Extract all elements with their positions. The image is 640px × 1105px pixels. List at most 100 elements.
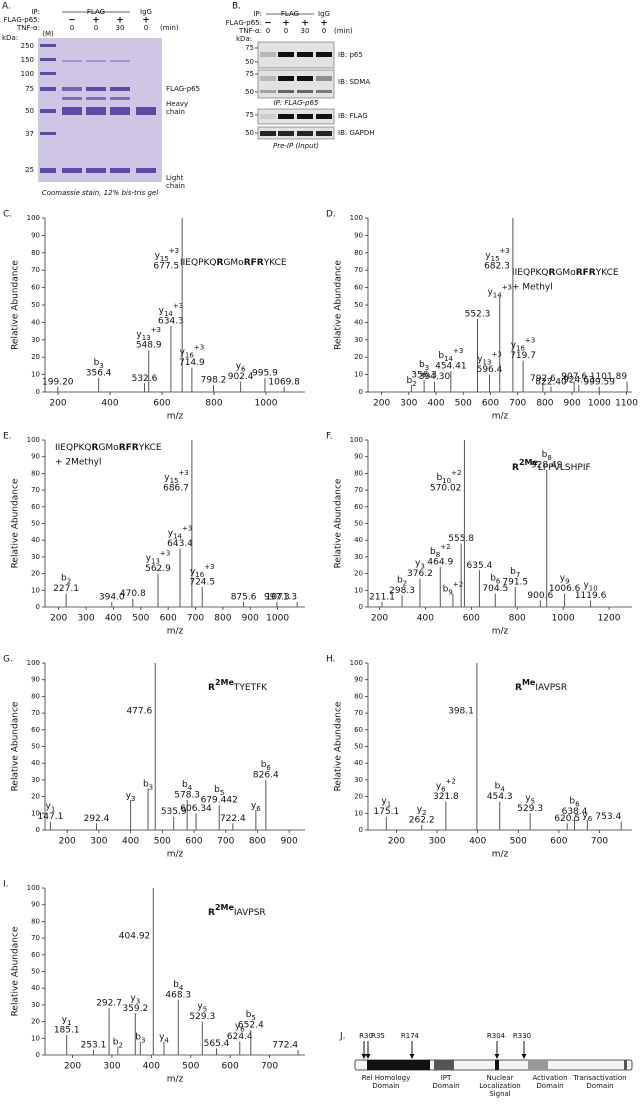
label: Coomassie stain, 12% bis-tris gel [42,189,158,197]
ion-sub: 14 [444,355,453,363]
ion-sub: 16 [185,352,194,360]
peak-ion-label: b3 [94,358,104,371]
x-tick-label: 400 [417,614,434,624]
blot-band [316,52,332,57]
y-tick-label: 40 [31,759,40,767]
label: 150 [21,56,34,64]
peak-ion-label: b2 [397,575,407,588]
sequence-part: R [217,258,224,268]
label: Signal [489,1090,511,1098]
ion-sub: 8 [436,551,440,559]
ion: y [146,553,152,563]
peak-ion-label: b6 [261,759,272,772]
label: Nuclear [487,1074,514,1082]
sequence-part: R [549,268,556,278]
x-tick-label: 300 [90,837,107,847]
blot-band [278,131,294,136]
peak-mz-label: 292.7 [96,999,122,1009]
label: chain [166,108,185,116]
label: IP: [31,8,40,16]
peak-ion-label: y3 [415,558,425,571]
x-axis-label: m/z [167,1075,184,1085]
y-tick-label: 30 [31,336,40,344]
label: Domain [536,1082,563,1090]
x-tick-label: 1100 [615,399,638,409]
sequence-part: 2Me [215,903,235,912]
ion: b [490,573,496,583]
y-tick-label: 40 [31,318,40,326]
label: FLAG-p65: [226,19,262,27]
ion-sub: 6 [240,1026,245,1034]
blot-band [260,131,276,136]
ion: b [419,359,425,369]
ion-sup: +2 [440,543,450,551]
peak-mz-label: 704.5 [482,584,508,594]
y-tick-label: 100 [27,436,40,444]
ion: y [62,1014,68,1024]
ion-sub: 6 [441,786,446,794]
ion-sup: +3 [500,247,510,255]
ion-sub: 13 [151,558,160,566]
ion: b [443,584,449,594]
peak-ion-label: y6 [582,810,592,823]
y-tick-label: 60 [354,284,363,292]
peak-mz-label: 565.4 [204,1039,230,1049]
ion-sub: 3 [420,563,424,571]
ion: y [236,361,242,371]
ion: y [130,993,136,1003]
label: I. [3,880,9,890]
ion-sup: +3 [491,351,501,359]
y-tick-label: 10 [354,809,363,817]
ion: y [251,800,257,810]
ion-sup: +3 [160,550,170,558]
x-tick-label: 1000 [266,614,289,624]
y-tick-label: 80 [31,692,40,700]
y-tick-label: 0 [359,388,363,396]
ion-sub: 2 [422,809,426,817]
y-axis-label: Relative Abundance [334,260,344,350]
x-tick-label: 300 [428,837,445,847]
ion-sub: 2 [412,380,416,388]
y-axis-label: Relative Abundance [11,260,21,350]
label: Domain [586,1082,613,1090]
label: J. [339,1032,346,1042]
y-tick-label: 50 [31,520,40,528]
y-tick-label: 90 [31,231,40,239]
peak-ion-label: y1 [46,801,56,814]
label: + [116,16,124,26]
x-tick-label: 400 [427,399,444,409]
peak-mz-label: 394.0 [99,592,125,602]
ion-sub: 6 [575,801,580,809]
ion-sup: +3 [182,525,192,533]
sequence-part: IIEQPKQ [55,443,92,453]
y-tick-label: 70 [354,266,363,274]
ion: y [197,1001,203,1011]
x-tick-label: 1000 [255,399,278,409]
peak-ion-label: y3 [126,790,136,803]
x-tick-label: 800 [509,614,526,624]
sequence-part: YKCE [263,258,287,268]
label: A. [2,2,11,12]
x-tick-label: 300 [103,1062,120,1072]
label: IB: FLAG [338,112,368,120]
peak-ion-label: y1 [381,796,391,809]
label: + [142,16,150,26]
label: IB: SDMA [338,78,370,86]
blot-band [316,90,332,93]
ion-sub: 3 [149,783,153,791]
label: 0 [94,24,98,32]
ion: b [173,979,179,989]
ion: y [235,1021,241,1031]
y-tick-label: 20 [354,793,363,801]
ion: y [164,473,170,483]
ion: b [397,575,403,585]
blot-band [278,90,294,93]
ion-sub: 3 [131,795,135,803]
sequence: R2MeTYETFK [208,678,268,693]
peak-mz-label: 470.8 [120,589,146,599]
peak-ion-label: y14+3 [168,525,193,541]
ion-sub: 8 [547,454,551,462]
ion: y [525,793,531,803]
peak-ion-label: b3 [419,359,429,372]
